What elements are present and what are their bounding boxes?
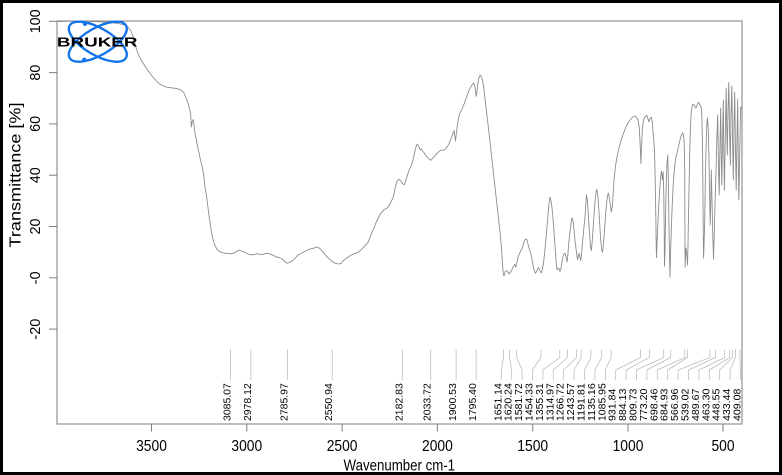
svg-text:60: 60 bbox=[28, 116, 44, 132]
svg-text:3500: 3500 bbox=[136, 438, 167, 455]
svg-text:2182.83: 2182.83 bbox=[394, 383, 405, 421]
svg-text:3085.07: 3085.07 bbox=[223, 383, 234, 421]
svg-text:1581.72: 1581.72 bbox=[514, 383, 525, 421]
svg-text:684.93: 684.93 bbox=[660, 388, 671, 421]
svg-text:2978.12: 2978.12 bbox=[243, 383, 254, 421]
svg-text:1795.40: 1795.40 bbox=[468, 383, 479, 421]
svg-text:2785.97: 2785.97 bbox=[280, 383, 291, 421]
svg-text:500: 500 bbox=[711, 438, 734, 455]
svg-text:Transmittance [%]: Transmittance [%] bbox=[7, 103, 24, 248]
svg-text:489.67: 489.67 bbox=[691, 388, 702, 421]
svg-text:409.08: 409.08 bbox=[733, 388, 744, 421]
svg-text:100: 100 bbox=[28, 9, 44, 33]
svg-text:463.30: 463.30 bbox=[701, 388, 712, 421]
svg-text:80: 80 bbox=[28, 65, 44, 81]
svg-text:1620.24: 1620.24 bbox=[504, 383, 515, 421]
svg-text:1500: 1500 bbox=[517, 438, 548, 455]
svg-text:1266.72: 1266.72 bbox=[556, 383, 567, 421]
svg-text:1191.81: 1191.81 bbox=[577, 383, 588, 421]
svg-text:BRUKER: BRUKER bbox=[57, 35, 139, 50]
svg-text:2000: 2000 bbox=[422, 438, 453, 455]
svg-text:1355.31: 1355.31 bbox=[535, 383, 546, 421]
svg-text:20: 20 bbox=[28, 219, 44, 235]
svg-text:773.20: 773.20 bbox=[639, 388, 650, 421]
svg-text:1135.16: 1135.16 bbox=[587, 383, 598, 421]
svg-text:1651.14: 1651.14 bbox=[493, 383, 504, 421]
svg-text:3000: 3000 bbox=[231, 438, 262, 455]
svg-text:539.02: 539.02 bbox=[681, 388, 692, 421]
svg-text:1314.97: 1314.97 bbox=[545, 383, 556, 421]
svg-text:2550.94: 2550.94 bbox=[324, 383, 335, 421]
svg-text:931.84: 931.84 bbox=[608, 388, 619, 421]
svg-text:-20: -20 bbox=[28, 319, 44, 340]
svg-text:1085.95: 1085.95 bbox=[597, 383, 608, 421]
svg-text:433.44: 433.44 bbox=[722, 388, 733, 421]
svg-text:809.73: 809.73 bbox=[629, 388, 640, 421]
svg-text:698.46: 698.46 bbox=[649, 388, 660, 421]
svg-text:448.55: 448.55 bbox=[712, 388, 723, 421]
svg-text:1900.53: 1900.53 bbox=[448, 383, 459, 421]
svg-text:566.96: 566.96 bbox=[670, 388, 681, 421]
svg-text:2500: 2500 bbox=[327, 438, 358, 455]
svg-text:40: 40 bbox=[28, 167, 44, 183]
svg-text:2033.72: 2033.72 bbox=[423, 383, 434, 421]
svg-text:Wavenumber cm-1: Wavenumber cm-1 bbox=[344, 457, 456, 474]
svg-text:-0: -0 bbox=[28, 271, 44, 284]
svg-text:1243.57: 1243.57 bbox=[566, 383, 577, 421]
svg-text:1000: 1000 bbox=[613, 438, 644, 455]
svg-text:1454.33: 1454.33 bbox=[525, 383, 536, 421]
svg-text:884.13: 884.13 bbox=[618, 388, 629, 421]
